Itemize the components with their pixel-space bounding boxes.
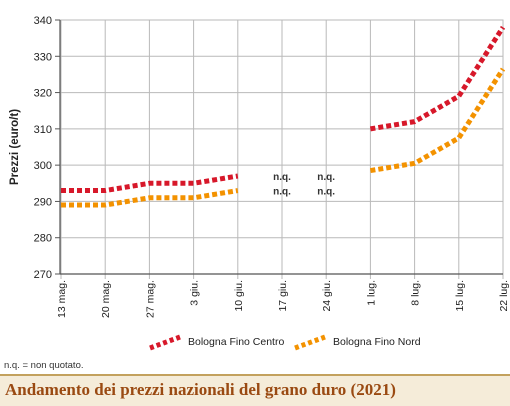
legend-label: Bologna Fino Centro xyxy=(188,336,284,348)
series-line-2 xyxy=(61,188,239,208)
line-chart: 270 280 290 300 310 320 330 340 13 mag. 20 mag. 27… xyxy=(9,15,510,351)
x-tick-label: 15 lug. xyxy=(454,280,466,312)
title-bar: Andamento dei prezzi nazionali del grano… xyxy=(0,374,510,406)
legend-swatch xyxy=(294,334,326,351)
nq-label: n.q. xyxy=(273,187,291,198)
x-tick-label: 1 lug. xyxy=(365,280,377,306)
y-tick-label: 310 xyxy=(34,124,52,136)
x-tick-label: 17 giu. xyxy=(277,280,289,312)
chart-title: Andamento dei prezzi nazionali del grano… xyxy=(5,380,396,399)
y-tick-label: 300 xyxy=(34,160,52,172)
x-tick-label: 24 giu. xyxy=(321,280,333,312)
legend-label: Bologna Fino Nord xyxy=(333,336,421,348)
nq-label: n.q. xyxy=(273,172,291,183)
legend-swatch xyxy=(149,334,181,351)
y-tick-label: 340 xyxy=(34,15,52,27)
y-tick-label: 270 xyxy=(34,269,52,281)
footnote: n.q. = non quotato. xyxy=(4,360,84,371)
y-tick-label: 320 xyxy=(34,88,52,100)
y-axis-title: Prezzi (euro/t) xyxy=(9,109,21,185)
series-line-1 xyxy=(369,25,506,132)
y-tick-label: 290 xyxy=(34,196,52,208)
nq-label: n.q. xyxy=(317,187,335,198)
y-tick-label: 280 xyxy=(34,233,52,245)
x-tick-label: 10 giu. xyxy=(233,280,245,312)
x-tick-label: 22 lug. xyxy=(498,280,510,312)
x-tick-label: 20 mag. xyxy=(100,280,112,318)
series-line-1 xyxy=(61,173,239,194)
nq-label: n.q. xyxy=(317,172,335,183)
x-tick-label: 13 mag. xyxy=(56,280,68,318)
x-tick-label: 3 giu. xyxy=(189,280,201,306)
x-tick-label: 8 lug. xyxy=(410,280,422,306)
x-tick-label: 27 mag. xyxy=(144,280,156,318)
y-tick-label: 330 xyxy=(34,51,52,63)
series-line-2 xyxy=(369,67,506,174)
